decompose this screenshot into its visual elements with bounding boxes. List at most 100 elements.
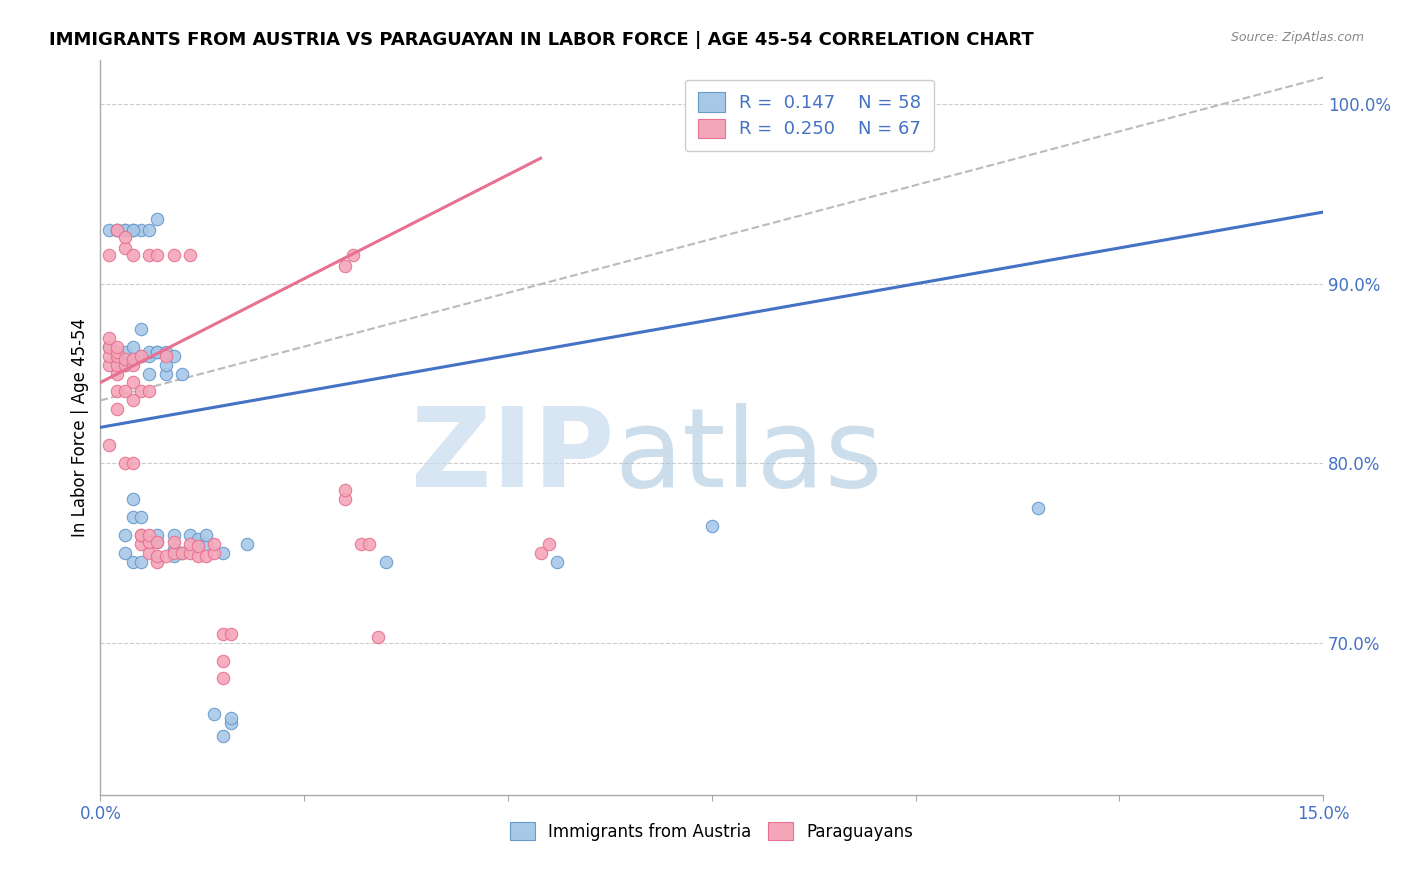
Point — [122, 492, 145, 507]
Point — [129, 349, 152, 363]
Point — [333, 492, 356, 507]
Point — [105, 358, 128, 372]
Point — [114, 528, 136, 542]
Point — [97, 331, 120, 345]
Point — [114, 241, 136, 255]
Point — [129, 528, 152, 542]
Point — [163, 546, 186, 560]
Point — [170, 546, 193, 560]
Point — [138, 345, 160, 359]
Point — [187, 539, 209, 553]
Point — [219, 711, 242, 725]
Point — [179, 546, 201, 560]
Point — [546, 555, 568, 569]
Point — [138, 384, 160, 399]
Point — [155, 367, 177, 381]
Point — [105, 345, 128, 359]
Point — [146, 248, 169, 262]
Point — [105, 349, 128, 363]
Point — [187, 537, 209, 551]
Point — [114, 384, 136, 399]
Point — [146, 345, 169, 359]
Point — [155, 345, 177, 359]
Point — [114, 223, 136, 237]
Point — [122, 456, 145, 470]
Point — [122, 393, 145, 408]
Point — [187, 532, 209, 546]
Point — [138, 528, 160, 542]
Point — [138, 367, 160, 381]
Point — [146, 535, 169, 549]
Y-axis label: In Labor Force | Age 45-54: In Labor Force | Age 45-54 — [72, 318, 89, 537]
Point — [187, 549, 209, 564]
Point — [138, 223, 160, 237]
Point — [122, 223, 145, 237]
Point — [114, 546, 136, 560]
Point — [211, 672, 233, 686]
Point — [97, 349, 120, 363]
Point — [122, 352, 145, 367]
Point — [529, 546, 551, 560]
Point — [179, 248, 201, 262]
Point — [114, 345, 136, 359]
Point — [163, 248, 186, 262]
Point — [97, 358, 120, 372]
Point — [179, 537, 201, 551]
Point — [211, 546, 233, 560]
Point — [138, 546, 160, 560]
Point — [122, 510, 145, 524]
Point — [105, 223, 128, 237]
Point — [114, 352, 136, 367]
Point — [333, 259, 356, 273]
Point — [105, 340, 128, 354]
Point — [204, 546, 226, 560]
Point — [122, 352, 145, 367]
Point — [163, 549, 186, 564]
Point — [179, 528, 201, 542]
Point — [129, 349, 152, 363]
Point — [204, 537, 226, 551]
Point — [155, 549, 177, 564]
Point — [97, 340, 120, 354]
Point — [129, 537, 152, 551]
Point — [122, 376, 145, 390]
Point — [114, 223, 136, 237]
Point — [211, 729, 233, 743]
Point — [1026, 501, 1049, 516]
Point — [155, 358, 177, 372]
Point — [114, 358, 136, 372]
Point — [342, 248, 364, 262]
Text: ZIP: ZIP — [411, 403, 614, 510]
Point — [129, 321, 152, 335]
Point — [359, 537, 381, 551]
Point — [163, 542, 186, 557]
Legend: R =  0.147    N = 58, R =  0.250    N = 67: R = 0.147 N = 58, R = 0.250 N = 67 — [685, 79, 934, 151]
Point — [219, 626, 242, 640]
Point — [105, 358, 128, 372]
Point — [170, 546, 193, 560]
Point — [97, 248, 120, 262]
Point — [105, 223, 128, 237]
Point — [146, 528, 169, 542]
Point — [700, 519, 723, 533]
Point — [97, 223, 120, 237]
Point — [204, 707, 226, 722]
Point — [114, 358, 136, 372]
Point — [122, 555, 145, 569]
Point — [374, 555, 396, 569]
Point — [163, 528, 186, 542]
Text: IMMIGRANTS FROM AUSTRIA VS PARAGUAYAN IN LABOR FORCE | AGE 45-54 CORRELATION CHA: IMMIGRANTS FROM AUSTRIA VS PARAGUAYAN IN… — [49, 31, 1033, 49]
Point — [146, 212, 169, 227]
Text: atlas: atlas — [614, 403, 883, 510]
Point — [105, 223, 128, 237]
Point — [105, 367, 128, 381]
Point — [129, 528, 152, 542]
Point — [97, 340, 120, 354]
Point — [146, 535, 169, 549]
Point — [195, 549, 218, 564]
Point — [163, 535, 186, 549]
Point — [114, 456, 136, 470]
Point — [236, 537, 259, 551]
Point — [122, 358, 145, 372]
Point — [105, 384, 128, 399]
